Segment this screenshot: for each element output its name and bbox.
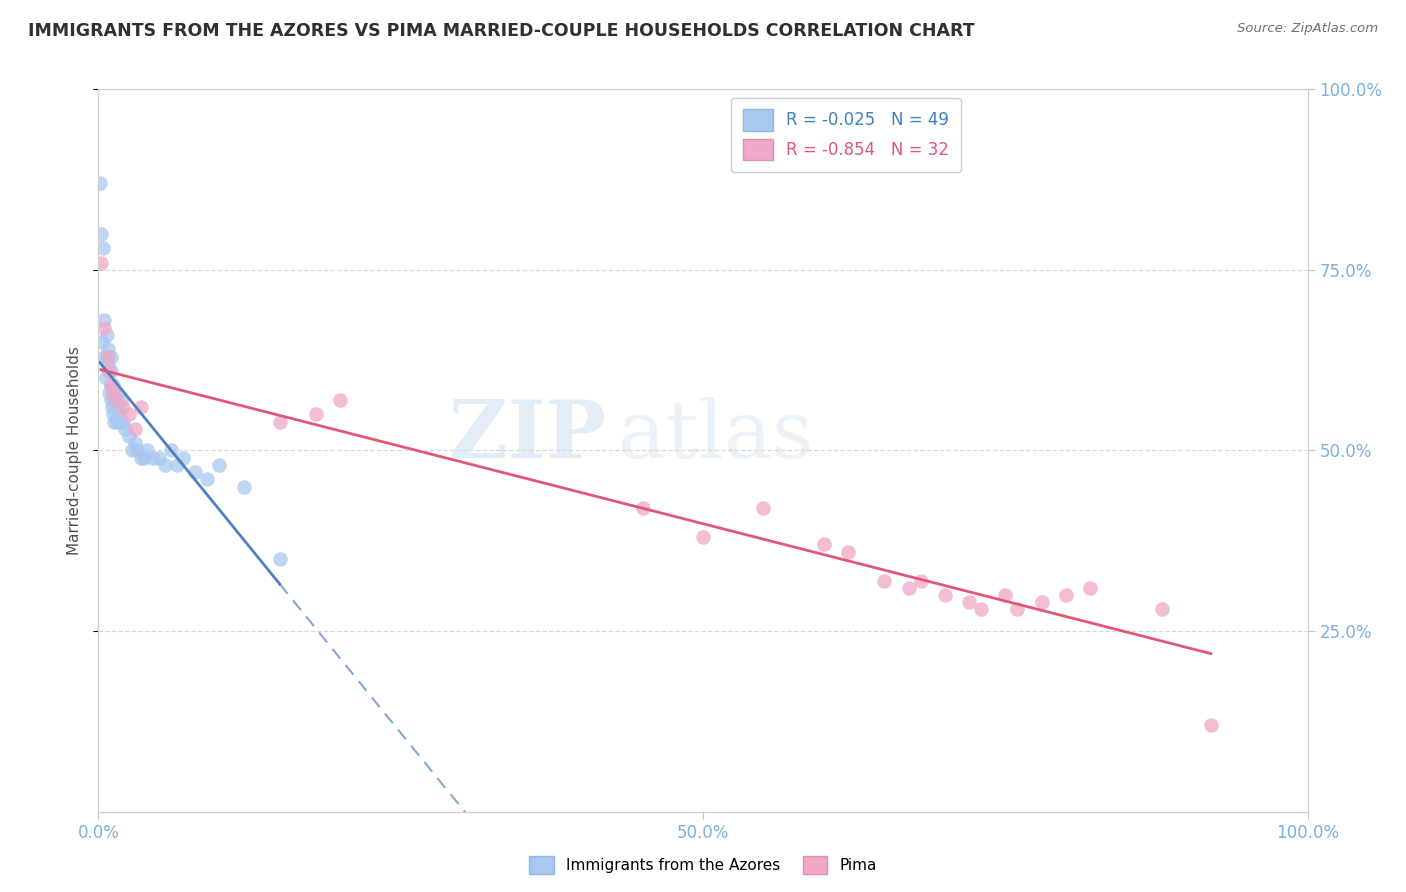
Point xyxy=(101,407,124,421)
Point xyxy=(135,443,157,458)
Point xyxy=(97,343,120,357)
Point xyxy=(172,450,194,465)
Point xyxy=(93,313,115,327)
Point xyxy=(142,450,165,465)
Point xyxy=(124,422,146,436)
Text: IMMIGRANTS FROM THE AZORES VS PIMA MARRIED-COUPLE HOUSEHOLDS CORRELATION CHART: IMMIGRANTS FROM THE AZORES VS PIMA MARRI… xyxy=(28,22,974,40)
Point xyxy=(100,378,122,392)
Point xyxy=(107,400,129,414)
Point xyxy=(934,588,956,602)
Point xyxy=(208,458,231,472)
Point xyxy=(970,602,993,616)
Point xyxy=(692,530,714,544)
Point xyxy=(897,581,920,595)
Point xyxy=(129,400,152,414)
Point xyxy=(97,350,120,364)
Point xyxy=(910,574,932,588)
Point xyxy=(129,450,152,465)
Point xyxy=(813,537,835,551)
Point xyxy=(1054,588,1077,602)
Legend: Immigrants from the Azores, Pima: Immigrants from the Azores, Pima xyxy=(523,850,883,880)
Point xyxy=(94,371,117,385)
Point xyxy=(1031,595,1053,609)
Point xyxy=(121,443,143,458)
Point xyxy=(994,588,1017,602)
Point xyxy=(111,415,134,429)
Point xyxy=(91,334,114,349)
Point xyxy=(118,407,141,421)
Point xyxy=(153,458,176,472)
Point xyxy=(90,255,112,269)
Point xyxy=(118,429,141,443)
Point xyxy=(89,176,111,190)
Point xyxy=(105,385,128,400)
Point xyxy=(100,400,122,414)
Point xyxy=(873,574,896,588)
Point xyxy=(160,443,183,458)
Point xyxy=(93,320,115,334)
Point xyxy=(93,350,115,364)
Point xyxy=(837,544,859,558)
Point xyxy=(166,458,188,472)
Point xyxy=(91,241,114,255)
Point xyxy=(104,392,127,407)
Point xyxy=(105,392,128,407)
Point xyxy=(269,415,291,429)
Point xyxy=(100,392,122,407)
Y-axis label: Married-couple Households: Married-couple Households xyxy=(67,346,83,555)
Point xyxy=(1007,602,1029,616)
Point xyxy=(752,501,775,516)
Point xyxy=(105,415,128,429)
Point xyxy=(111,400,134,414)
Point xyxy=(631,501,654,516)
Point xyxy=(98,364,121,378)
Point xyxy=(184,465,207,479)
Point xyxy=(329,392,352,407)
Point xyxy=(134,450,156,465)
Point xyxy=(100,364,122,378)
Point xyxy=(195,472,218,486)
Point xyxy=(96,350,118,364)
Point xyxy=(101,385,124,400)
Point xyxy=(98,364,121,378)
Point xyxy=(90,227,112,241)
Point xyxy=(127,443,149,458)
Point xyxy=(1152,602,1174,616)
Point xyxy=(98,385,121,400)
Point xyxy=(103,385,125,400)
Point xyxy=(101,378,124,392)
Point xyxy=(269,551,291,566)
Point xyxy=(96,327,118,342)
Point xyxy=(103,415,125,429)
Point xyxy=(957,595,980,609)
Point xyxy=(108,415,131,429)
Point xyxy=(100,378,122,392)
Text: ZIP: ZIP xyxy=(450,397,606,475)
Point xyxy=(97,357,120,371)
Point xyxy=(305,407,328,421)
Point xyxy=(110,392,132,407)
Point xyxy=(232,480,254,494)
Legend: R = -0.025   N = 49, R = -0.854   N = 32: R = -0.025 N = 49, R = -0.854 N = 32 xyxy=(731,97,960,172)
Text: Source: ZipAtlas.com: Source: ZipAtlas.com xyxy=(1237,22,1378,36)
Text: atlas: atlas xyxy=(619,397,814,475)
Point xyxy=(1078,581,1101,595)
Point xyxy=(100,350,122,364)
Point xyxy=(148,450,170,465)
Point xyxy=(1199,718,1222,732)
Point xyxy=(124,436,146,450)
Point xyxy=(108,407,131,421)
Point xyxy=(114,422,136,436)
